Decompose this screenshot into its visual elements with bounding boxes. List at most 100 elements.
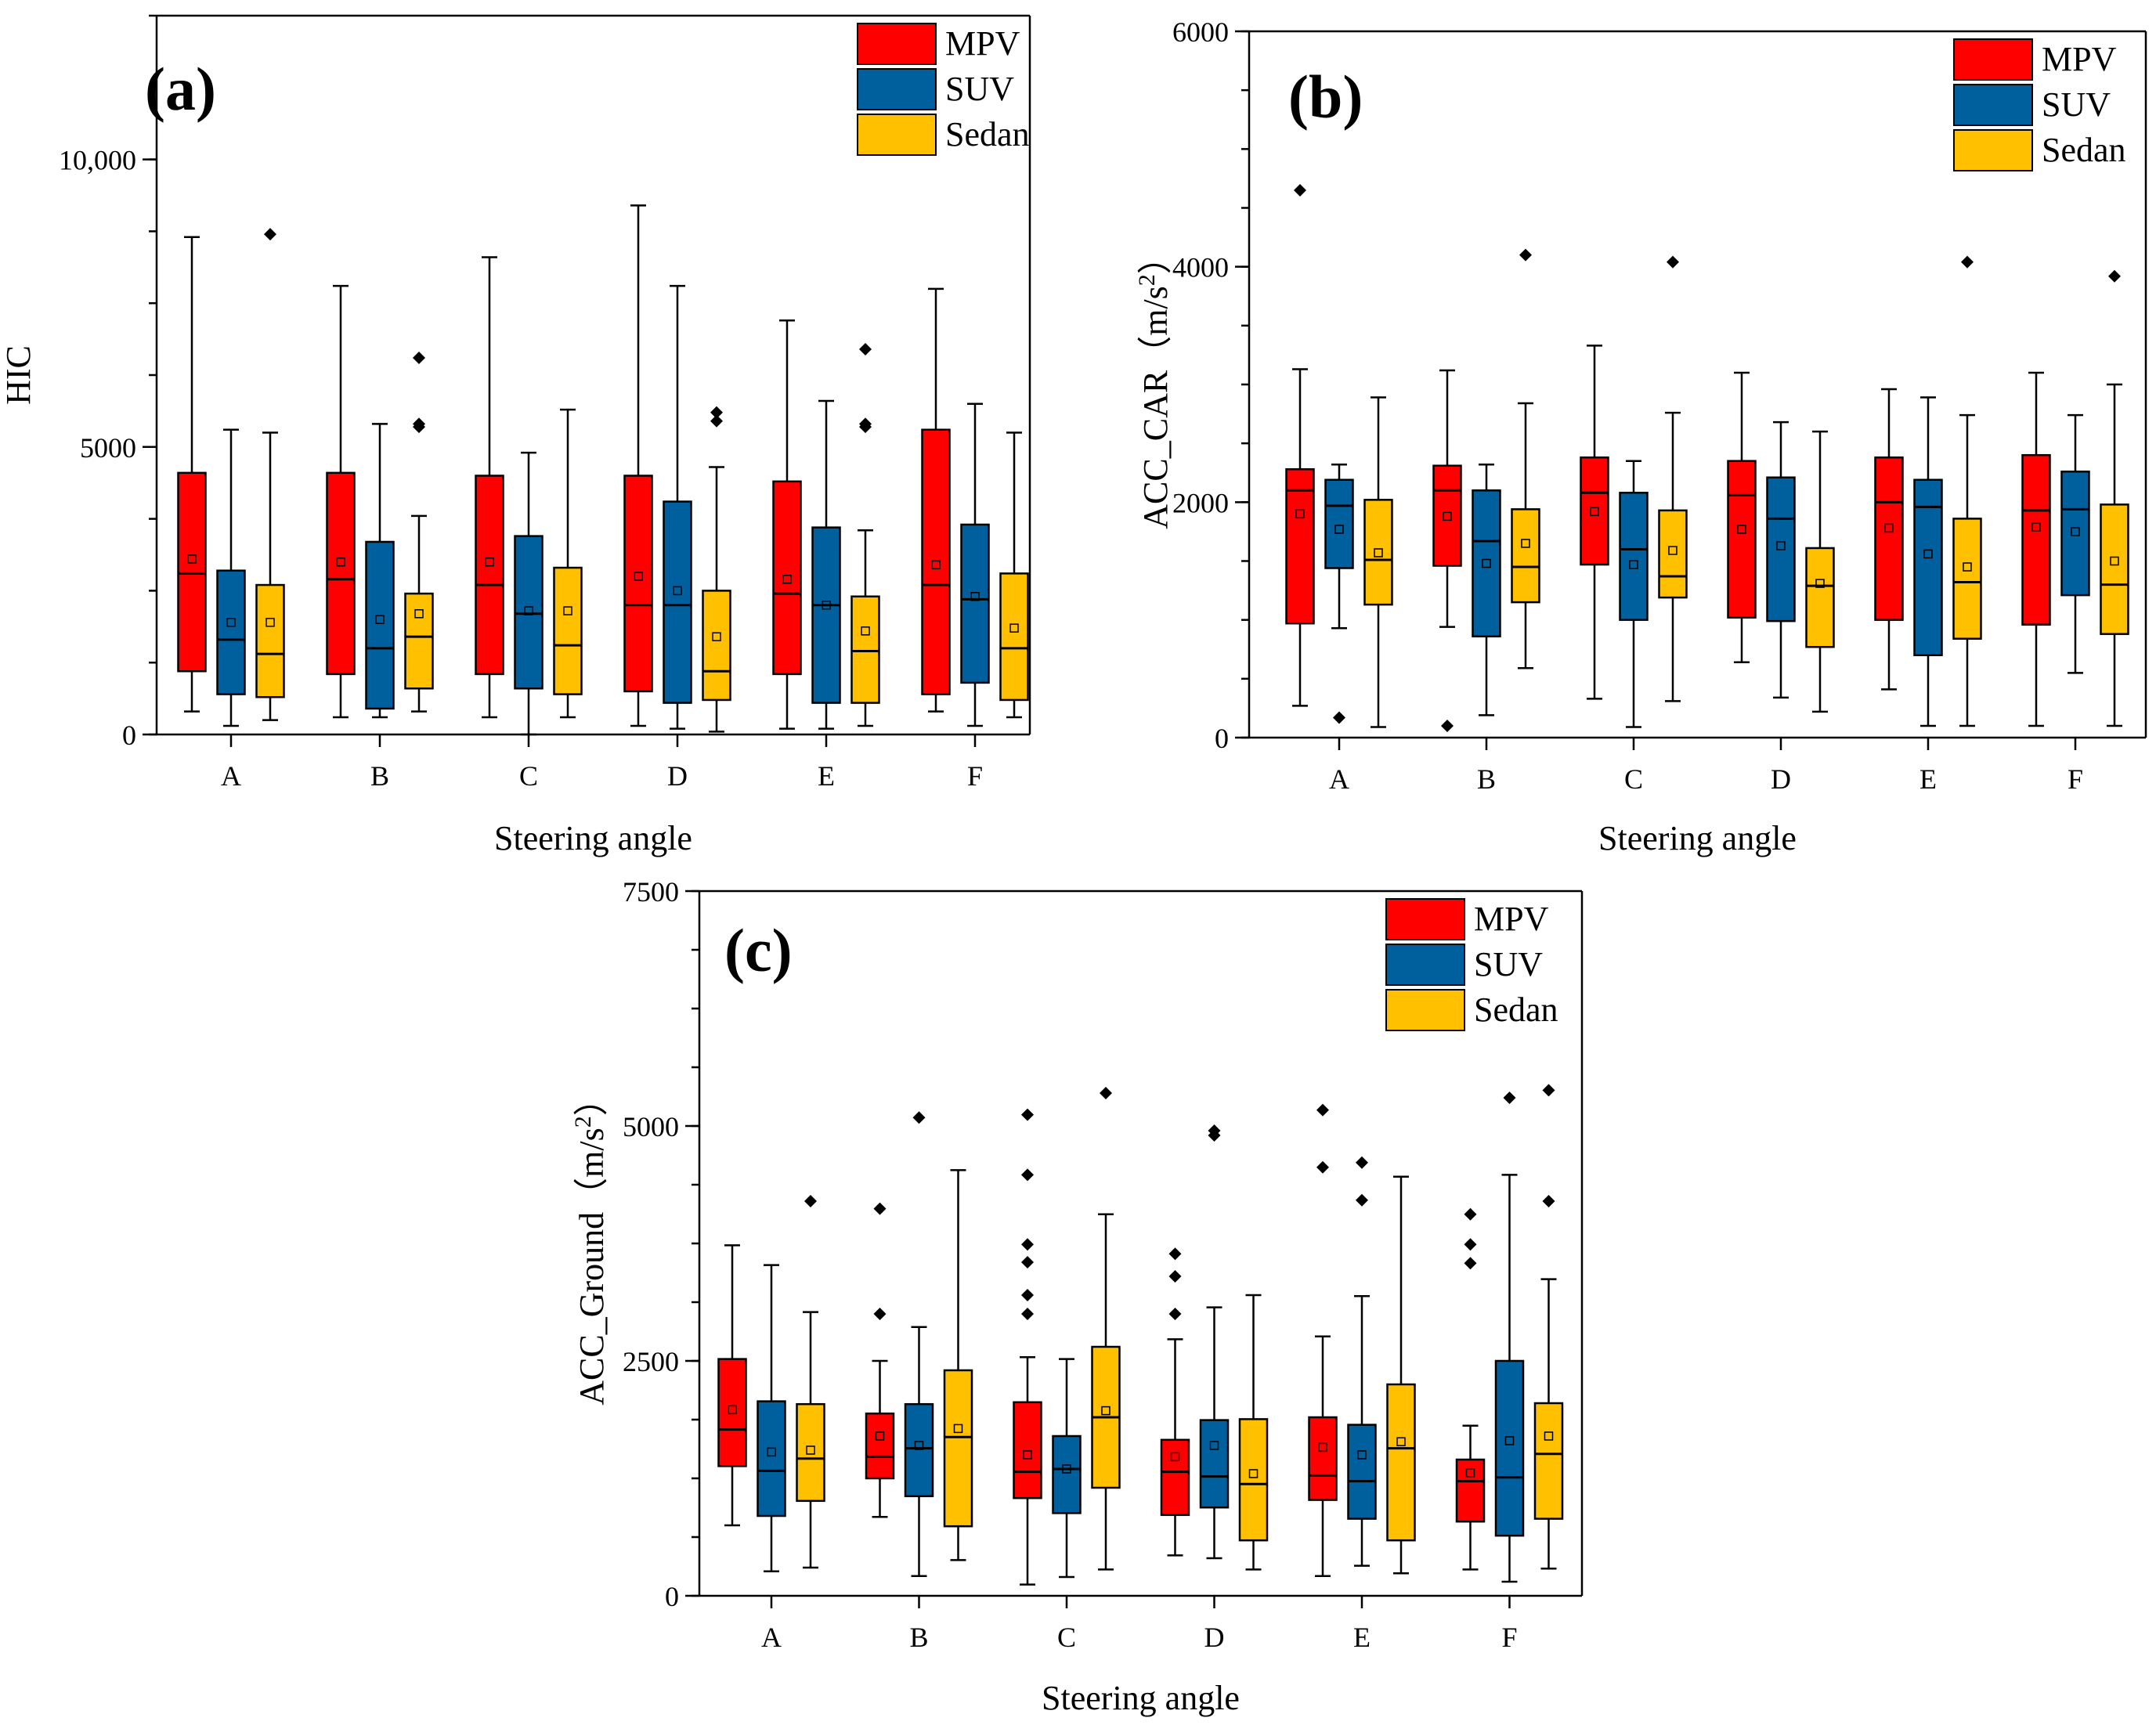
y-tick-label: 0 — [665, 1581, 679, 1612]
mean-marker — [1443, 511, 1452, 521]
box-sedan-f — [999, 572, 1029, 702]
mean-marker — [2110, 556, 2119, 566]
outlier-point — [264, 228, 276, 241]
outlier-point — [1503, 1092, 1516, 1104]
outlier-point — [912, 1111, 926, 1124]
mean-marker — [226, 618, 236, 627]
box-sedan-d — [702, 590, 731, 702]
box-sedan-a — [1363, 499, 1393, 606]
box-mpv-c — [1013, 1401, 1042, 1499]
y-axis-label-superscript: 2 — [570, 1116, 596, 1128]
outlier-point — [1464, 1207, 1477, 1221]
box-mpv-d — [1160, 1438, 1190, 1517]
outlier-point — [1333, 711, 1345, 724]
box-suv-a — [757, 1400, 786, 1517]
outlier-point — [1021, 1256, 1034, 1268]
outlier-point — [1542, 1084, 1555, 1097]
box-sedan-e — [1952, 518, 1982, 640]
mean-marker — [1062, 1464, 1071, 1474]
mean-marker — [634, 572, 643, 581]
box-suv-d — [663, 500, 692, 704]
legend-label-suv: SUV — [2042, 85, 2111, 124]
legend-label-mpv: MPV — [2042, 40, 2117, 78]
legend-swatch-suv — [857, 68, 937, 110]
legend-label-sedan: Sedan — [1474, 991, 1558, 1029]
outlier-point — [710, 414, 723, 428]
y-tick-label: 0 — [122, 720, 136, 751]
box-mpv-f — [1455, 1458, 1486, 1523]
panel-label: (a) — [145, 55, 216, 123]
outlier-point — [1356, 1193, 1368, 1207]
x-tick-label: D — [1771, 763, 1791, 795]
y-axis-label-end: ） — [572, 1081, 611, 1116]
mean-marker — [782, 574, 792, 584]
legend-label-mpv: MPV — [945, 24, 1020, 63]
outlier-point — [1294, 183, 1306, 197]
box-sedan-f — [2100, 503, 2129, 635]
outlier-point — [1316, 1103, 1329, 1117]
mean-marker — [1023, 1450, 1032, 1460]
box-sedan-d — [1238, 1418, 1269, 1542]
mean-marker — [1170, 1452, 1180, 1462]
legend-swatch-sedan — [1953, 129, 2033, 171]
x-tick-label: D — [667, 760, 688, 792]
mean-marker — [1737, 525, 1746, 534]
y-axis-label-end: ） — [1136, 240, 1175, 274]
mean-marker — [1521, 539, 1530, 548]
box-sedan-a — [796, 1402, 825, 1503]
mean-marker — [822, 601, 831, 610]
x-axis-label: Steering angle — [494, 819, 692, 857]
box-sedan-f — [1533, 1402, 1564, 1520]
box-suv-b — [1472, 489, 1501, 637]
box-mpv-f — [2021, 453, 2051, 626]
y-axis-label: ACC_Ground（m/s2） — [570, 1081, 612, 1405]
outlier-point — [1021, 1238, 1034, 1251]
mean-marker — [1668, 546, 1677, 555]
mean-marker — [187, 554, 197, 564]
outlier-point — [1961, 255, 1974, 269]
mean-marker — [1629, 560, 1638, 569]
outlier-point — [1316, 1160, 1329, 1174]
mean-marker — [1374, 548, 1383, 558]
legend-label-suv: SUV — [1474, 945, 1543, 983]
mean-marker — [931, 560, 941, 570]
outlier-point — [710, 406, 723, 419]
y-tick-label: 5000 — [80, 432, 136, 464]
y-axis-label: HIC — [0, 345, 38, 405]
box-mpv-a — [177, 471, 207, 673]
mean-marker — [1963, 562, 1972, 572]
legend-label-sedan: Sedan — [945, 115, 1030, 153]
mean-marker — [563, 606, 572, 615]
x-tick-label: F — [967, 760, 983, 792]
box-suv-a — [1324, 478, 1354, 569]
x-tick-label: C — [1624, 763, 1643, 795]
outlier-point — [1208, 1124, 1221, 1137]
legend-label-suv: SUV — [945, 70, 1014, 108]
y-tick-label: 4000 — [1172, 252, 1229, 283]
y-tick-label: 5000 — [623, 1111, 679, 1142]
outlier-point — [2108, 269, 2121, 283]
legend-swatch-suv — [1953, 84, 2033, 126]
box-suv-d — [1199, 1419, 1230, 1509]
outlier-point — [804, 1195, 817, 1207]
y-tick-label: 0 — [1215, 723, 1229, 754]
outlier-point — [413, 351, 425, 364]
mean-marker — [265, 618, 275, 627]
y-tick-label: 7500 — [623, 876, 679, 908]
legend-swatch-mpv — [857, 23, 937, 65]
mean-marker — [914, 1441, 924, 1450]
box-suv-c — [514, 535, 544, 690]
outlier-point — [1356, 1156, 1368, 1169]
x-tick-label: B — [1477, 763, 1496, 795]
box-suv-e — [1347, 1424, 1377, 1520]
legend-swatch-mpv — [1953, 38, 2033, 81]
y-axis-label: ACC_CAR（m/s2） — [1134, 240, 1176, 529]
mean-marker — [2071, 527, 2080, 536]
legend-swatch-suv — [1385, 944, 1465, 986]
panel-b-acc-car: 0 2000 4000 6000 ACC_CAR（m/s2） Steering angle… — [1134, 16, 2147, 857]
outlier-point — [1168, 1247, 1182, 1261]
box-suv-f — [2060, 470, 2090, 597]
panel-a-hic: 0 5000 10,000 HIC Steering angle (a) A B C D E F MPV… — [0, 14, 1031, 857]
mean-marker — [414, 609, 424, 619]
